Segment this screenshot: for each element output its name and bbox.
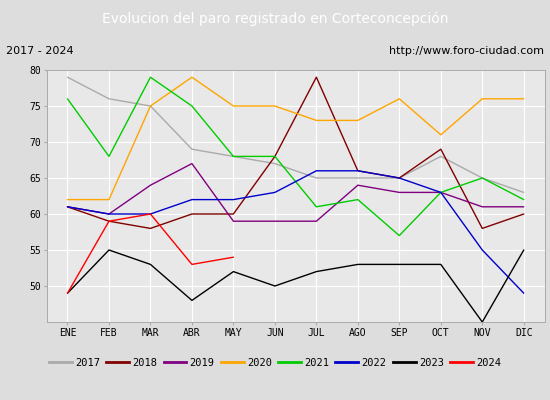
Text: Evolucion del paro registrado en Corteconcepción: Evolucion del paro registrado en Corteco… xyxy=(102,12,448,26)
Text: 2017 - 2024: 2017 - 2024 xyxy=(6,46,73,56)
Text: http://www.foro-ciudad.com: http://www.foro-ciudad.com xyxy=(389,46,544,56)
Legend: 2017, 2018, 2019, 2020, 2021, 2022, 2023, 2024: 2017, 2018, 2019, 2020, 2021, 2022, 2023… xyxy=(45,354,505,372)
